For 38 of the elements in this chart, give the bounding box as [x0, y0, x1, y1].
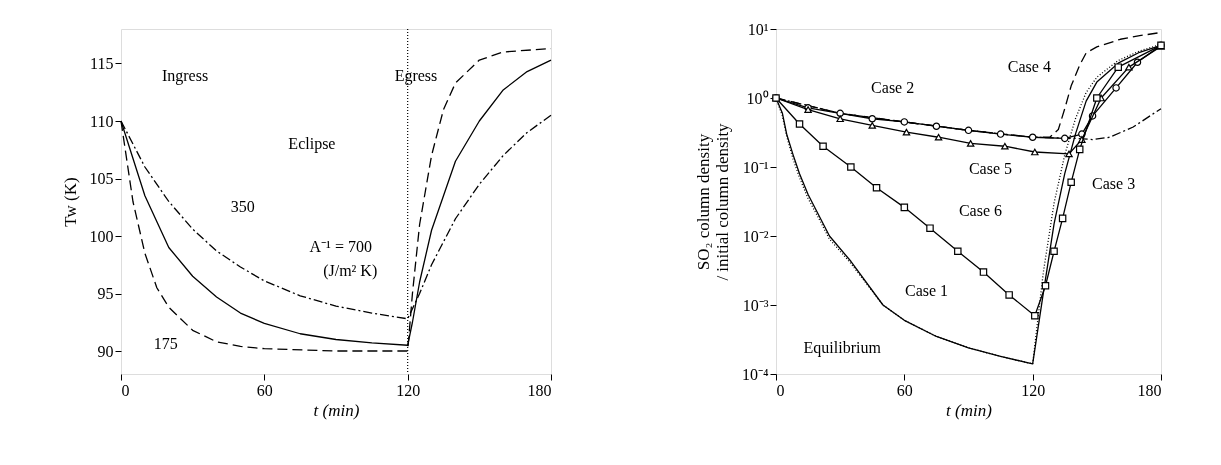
y-tick-label: 115 — [90, 55, 114, 72]
annotation: Case 5 — [968, 160, 1012, 178]
annotation: A⁻¹ = 700 — [309, 238, 372, 256]
annotation: Case 4 — [1007, 57, 1051, 75]
x-tick-label: 180 — [1137, 381, 1162, 399]
annotation: 175 — [153, 334, 178, 352]
y-tick-label: 95 — [97, 285, 114, 302]
annotation: Ingress — [161, 67, 209, 86]
annotation: Egress — [394, 67, 438, 86]
annotation: Equilibrium — [803, 339, 882, 358]
x-tick-label: 0 — [121, 381, 130, 399]
x-tick-label: 0 — [776, 381, 785, 399]
y-tick-label: 100 — [89, 227, 114, 245]
x-tick-label: 120 — [1021, 381, 1046, 399]
x-tick-label: 120 — [396, 381, 421, 399]
annotation: 350 — [230, 198, 255, 216]
y-tick-label: 10⁻⁴ — [741, 365, 769, 383]
y-tick-label: 90 — [97, 342, 114, 360]
annotation: (J/m² K) — [323, 261, 378, 280]
x-tick-label: 60 — [256, 381, 273, 399]
x-axis-title: t (min) — [313, 400, 360, 420]
y-axis-title: Tw (K) — [60, 177, 80, 227]
annotation: Case 6 — [958, 202, 1002, 220]
annotation: Case 3 — [1092, 175, 1136, 193]
x-tick-label: 180 — [527, 381, 552, 399]
y-tick-label: 10¹ — [747, 20, 769, 38]
y-tick-label: 10⁻¹ — [742, 158, 769, 176]
y-tick-label: 105 — [89, 170, 114, 187]
y-tick-label: 110 — [90, 112, 114, 130]
annotation: Eclipse — [288, 134, 336, 153]
y-axis-title: SO₂ column density / initial column density — [693, 122, 732, 281]
annotation: Case 1 — [904, 281, 949, 299]
y-tick-label: 10⁰ — [746, 89, 769, 107]
y-tick-label: 10⁻³ — [742, 296, 769, 314]
x-tick-label: 60 — [896, 381, 913, 399]
x-axis-title: t (min) — [946, 400, 993, 420]
y-tick-label: 10⁻² — [742, 227, 769, 245]
annotation: Case 2 — [871, 79, 915, 97]
